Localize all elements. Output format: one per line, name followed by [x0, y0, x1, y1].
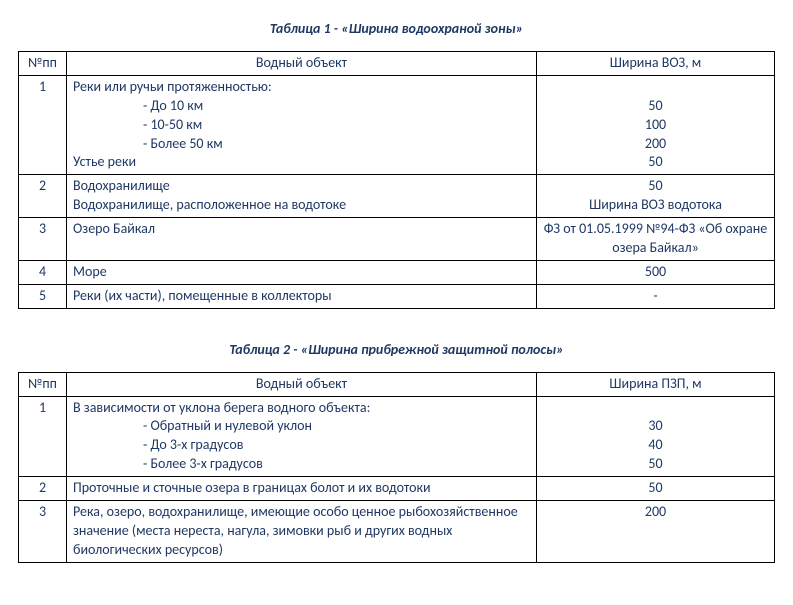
row-object: Река, озеро, водохранилище, имеющие особ…: [67, 501, 537, 563]
cell-line: - До 3-х градусов: [73, 436, 530, 455]
table1-col-object: Водный объект: [67, 52, 537, 76]
row-number: 3: [19, 501, 67, 563]
row-object: Реки (их части), помещенные в коллекторы: [67, 284, 537, 308]
row-value: 5010020050: [537, 75, 775, 174]
row-object: Море: [67, 260, 537, 284]
cell-line: 50: [543, 479, 768, 498]
table2: №пп Водный объект Ширина ПЗП, м 1 В завис…: [18, 372, 775, 563]
table-row: 4 Море 500: [19, 260, 775, 284]
table2-col-value: Ширина ПЗП, м: [537, 372, 775, 396]
row-object: Реки или ручьи протяженностью:- До 10 км…: [67, 75, 537, 174]
cell-line: - 10-50 км: [73, 116, 530, 135]
table1-col-num: №пп: [19, 52, 67, 76]
table1: №пп Водный объект Ширина ВОЗ, м 1Реки ил…: [18, 51, 775, 309]
cell-line: Море: [73, 263, 530, 282]
row-value: 50Ширина ВОЗ водотока: [537, 175, 775, 218]
table-row: 2ВодохранилищеВодохранилище, расположенн…: [19, 175, 775, 218]
table-row: 2 Проточные и сточные озера в границах бо…: [19, 477, 775, 501]
row-value: 200: [537, 501, 775, 563]
row-number: 2: [19, 175, 67, 218]
table2-body: 1 В зависимости от уклона берега водного …: [19, 396, 775, 562]
row-value: 500: [537, 260, 775, 284]
row-value: -: [537, 284, 775, 308]
cell-line: 50: [543, 177, 768, 196]
table2-title: Таблица 2 - «Ширина прибрежной защитной …: [18, 341, 775, 358]
table-row: 1Реки или ручьи протяженностью:- До 10 к…: [19, 75, 775, 174]
cell-line: - Более 50 км: [73, 135, 530, 154]
cell-line: В зависимости от уклона берега водного о…: [73, 399, 530, 418]
cell-line: [543, 78, 768, 97]
row-number: 2: [19, 477, 67, 501]
cell-line: 50: [543, 97, 768, 116]
cell-line: Водохранилище, расположенное на водотоке: [73, 196, 530, 215]
cell-line: - Более 3-х градусов: [73, 455, 530, 474]
table-row: 5 Реки (их части), помещенные в коллектор…: [19, 284, 775, 308]
cell-line: 40: [543, 436, 768, 455]
cell-line: Реки или ручьи протяженностью:: [73, 78, 530, 97]
cell-line: 200: [543, 135, 768, 154]
cell-line: ФЗ от 01.05.1999 №94-ФЗ «Об охране озера…: [543, 220, 768, 258]
row-object: В зависимости от уклона берега водного о…: [67, 396, 537, 477]
row-object: Озеро Байкал: [67, 218, 537, 261]
row-number: 5: [19, 284, 67, 308]
cell-line: 50: [543, 153, 768, 172]
table-row: 3 Озеро Байкал ФЗ от 01.05.1999 №94-ФЗ «Об…: [19, 218, 775, 261]
cell-line: Озеро Байкал: [73, 220, 530, 239]
row-number: 1: [19, 396, 67, 477]
row-object: Проточные и сточные озера в границах бол…: [67, 477, 537, 501]
spacer: [18, 309, 775, 333]
cell-line: -: [543, 287, 768, 306]
row-value: 50: [537, 477, 775, 501]
cell-line: 200: [543, 503, 768, 522]
cell-line: 100: [543, 116, 768, 135]
row-number: 4: [19, 260, 67, 284]
row-number: 3: [19, 218, 67, 261]
cell-line: Реки (их части), помещенные в коллекторы: [73, 287, 530, 306]
cell-line: Устье реки: [73, 153, 530, 172]
table1-col-value: Ширина ВОЗ, м: [537, 52, 775, 76]
cell-line: Проточные и сточные озера в границах бол…: [73, 479, 530, 498]
row-object: ВодохранилищеВодохранилище, расположенно…: [67, 175, 537, 218]
cell-line: Водохранилище: [73, 177, 530, 196]
cell-line: - До 10 км: [73, 97, 530, 116]
table2-col-object: Водный объект: [67, 372, 537, 396]
cell-line: Ширина ВОЗ водотока: [543, 196, 768, 215]
row-value: ФЗ от 01.05.1999 №94-ФЗ «Об охране озера…: [537, 218, 775, 261]
table-row: 3Река, озеро, водохранилище, имеющие осо…: [19, 501, 775, 563]
table1-body: 1Реки или ручьи протяженностью:- До 10 к…: [19, 75, 775, 308]
table1-header-row: №пп Водный объект Ширина ВОЗ, м: [19, 52, 775, 76]
cell-line: [543, 399, 768, 418]
table1-title: Таблица 1 - «Ширина водоохраной зоны»: [18, 20, 775, 37]
row-value: 304050: [537, 396, 775, 477]
cell-line: 500: [543, 263, 768, 282]
row-number: 1: [19, 75, 67, 174]
cell-line: 50: [543, 455, 768, 474]
table-row: 1 В зависимости от уклона берега водного …: [19, 396, 775, 477]
table2-header-row: №пп Водный объект Ширина ПЗП, м: [19, 372, 775, 396]
cell-line: - Обратный и нулевой уклон: [73, 417, 530, 436]
cell-line: 30: [543, 417, 768, 436]
cell-line: Река, озеро, водохранилище, имеющие особ…: [73, 503, 530, 560]
table2-col-num: №пп: [19, 372, 67, 396]
